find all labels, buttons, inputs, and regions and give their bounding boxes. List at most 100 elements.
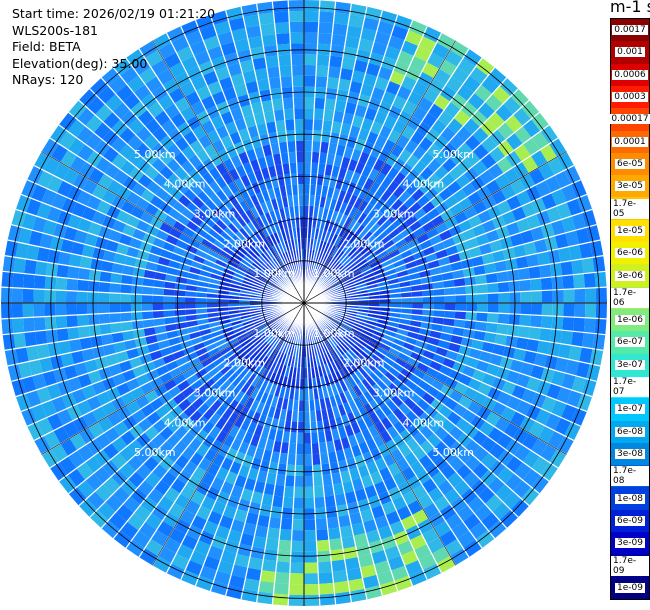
beta-gate-cell — [324, 363, 332, 376]
beta-gate-cell — [374, 515, 390, 530]
colorbar-level: 3e-09 — [611, 532, 649, 555]
beta-gate-cell — [283, 240, 290, 252]
beta-gate-cell — [261, 99, 274, 113]
beta-gate-cell — [291, 184, 299, 196]
beta-gate-cell — [505, 473, 523, 492]
beta-gate-cell — [309, 399, 316, 412]
beta-gate-cell — [358, 187, 369, 200]
beta-gate-cell — [251, 262, 262, 272]
beta-gate-cell — [479, 119, 498, 137]
beta-gate-cell — [514, 444, 531, 463]
beta-gate-cell — [268, 131, 279, 145]
beta-gate-cell — [292, 75, 304, 87]
beta-gate-cell — [115, 84, 134, 102]
beta-gate-cell — [540, 367, 555, 384]
beta-gate-cell — [246, 327, 258, 336]
beta-gate-cell — [131, 275, 144, 287]
ray-line — [303, 10, 384, 304]
beta-gate-cell — [256, 241, 266, 253]
beta-gate-cell — [280, 229, 288, 242]
beta-gate-cell — [269, 233, 278, 246]
ray-line — [303, 99, 530, 304]
beta-gate-cell — [179, 81, 196, 97]
beta-gate-cell — [331, 246, 340, 258]
beta-gate-cell — [245, 512, 260, 526]
beta-gate-cell — [544, 235, 559, 252]
beta-gate-cell — [60, 149, 78, 168]
beta-gate-cell — [292, 249, 298, 261]
beta-gate-cell — [239, 187, 250, 200]
beta-gate-cell — [343, 318, 355, 326]
beta-gate-cell — [405, 524, 422, 541]
beta-gate-cell — [341, 57, 356, 71]
beta-gate-cell — [397, 352, 411, 363]
beta-gate-cell — [339, 67, 354, 81]
beta-gate-cell — [453, 318, 466, 329]
beta-gate-cell — [235, 164, 247, 178]
beta-gate-cell — [492, 343, 506, 357]
beta-gate-cell — [268, 246, 277, 258]
beta-gate-cell — [197, 352, 211, 363]
beta-gate-cell — [354, 319, 366, 327]
beta-gate-cell — [31, 403, 47, 422]
beta-gate-cell — [291, 529, 304, 542]
beta-gate-cell — [563, 288, 575, 303]
beta-gate-cell — [159, 371, 173, 385]
colorbar-level-label: 6e-07 — [615, 337, 645, 348]
beta-gate-cell — [310, 345, 316, 357]
beta-gate-cell — [157, 42, 177, 60]
beta-gate-cell — [108, 363, 123, 377]
beta-gate-cell — [367, 424, 380, 438]
beta-gate-cell — [554, 356, 569, 374]
beta-gate-cell — [460, 336, 474, 348]
beta-gate-cell — [282, 331, 290, 342]
beta-gate-cell — [506, 395, 522, 412]
beta-gate-cell — [233, 83, 248, 98]
beta-gate-cell — [227, 222, 239, 235]
beta-gate-cell — [419, 166, 435, 181]
beta-gate-cell — [165, 234, 179, 246]
beta-gate-cell — [255, 401, 266, 415]
beta-gate-cell — [125, 539, 145, 558]
beta-gate-cell — [181, 445, 196, 461]
ray-line — [303, 88, 519, 304]
ray-line — [78, 302, 305, 507]
beta-gate-cell — [429, 234, 443, 246]
beta-gate-cell — [379, 303, 391, 308]
beta-gate-cell — [465, 284, 477, 295]
beta-gate-cell — [388, 228, 401, 240]
beta-gate-cell — [181, 534, 199, 551]
beta-gate-cell — [360, 332, 372, 341]
beta-gate-cell — [290, 540, 304, 552]
beta-gate-cell — [282, 264, 290, 275]
beta-gate-cell — [217, 202, 230, 215]
beta-gate-cell — [284, 365, 291, 378]
beta-gate-cell — [50, 143, 69, 163]
beta-gate-cell — [309, 184, 317, 196]
beta-gate-cell — [475, 359, 490, 373]
beta-gate-cell — [429, 360, 443, 372]
beta-gate-cell — [235, 428, 247, 442]
beta-gate-cell — [304, 421, 311, 433]
beta-gate-cell — [389, 520, 406, 536]
beta-gate-cell — [474, 84, 493, 102]
beta-gate-cell — [344, 316, 356, 323]
beta-gate-cell — [368, 237, 380, 249]
beta-gate-cell — [69, 432, 87, 451]
beta-gate-cell — [540, 124, 559, 144]
beta-gate-cell — [252, 283, 264, 290]
beta-gate-cell — [280, 330, 288, 341]
beta-gate-cell — [271, 245, 280, 257]
axis-line — [41, 151, 567, 455]
beta-gate-cell — [124, 338, 137, 351]
beta-gate-cell — [193, 50, 211, 66]
beta-gate-cell — [497, 449, 515, 467]
beta-gate-cell — [264, 283, 276, 290]
beta-gate-cell — [131, 311, 143, 322]
beta-gate-cell — [374, 76, 390, 91]
beta-gate-cell — [245, 25, 262, 39]
beta-gate-cell — [477, 486, 496, 505]
beta-gate-cell — [330, 233, 339, 246]
beta-gate-cell — [207, 248, 220, 259]
beta-gate-cell — [332, 333, 343, 344]
